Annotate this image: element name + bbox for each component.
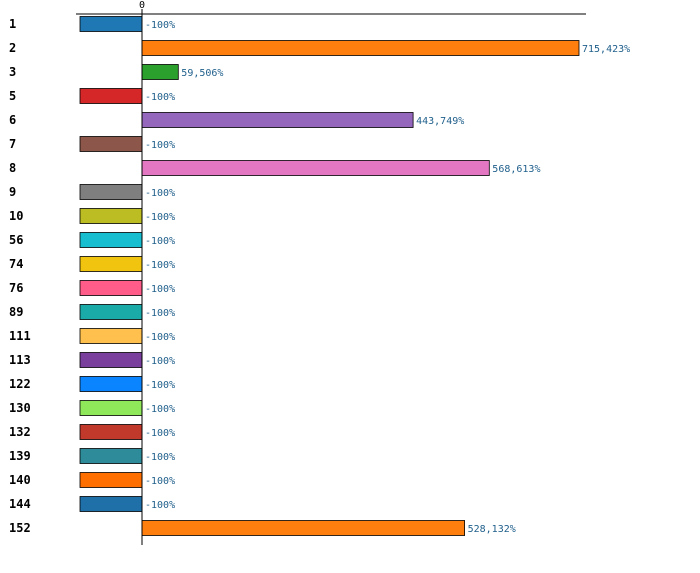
value-label-139: -100% bbox=[145, 452, 175, 463]
category-label-7: 7 bbox=[9, 137, 16, 151]
category-label-89: 89 bbox=[9, 305, 23, 319]
bar-5 bbox=[79, 88, 143, 104]
category-label-113: 113 bbox=[9, 353, 31, 367]
category-label-152: 152 bbox=[9, 521, 31, 535]
value-label-5: -100% bbox=[145, 92, 175, 103]
labels-layer: 1 -100% 2 715,423% 3 59,506% 5 -100% 6 443,749% 7 -… bbox=[9, 17, 630, 535]
value-label-8: 568,613% bbox=[492, 164, 540, 175]
bar-144 bbox=[79, 496, 143, 512]
bar-130 bbox=[79, 400, 143, 416]
category-label-5: 5 bbox=[9, 89, 16, 103]
value-label-152: 528,132% bbox=[468, 524, 516, 535]
bar-140 bbox=[79, 472, 143, 488]
category-label-3: 3 bbox=[9, 65, 16, 79]
category-label-56: 56 bbox=[9, 233, 23, 247]
value-label-6: 443,749% bbox=[416, 116, 464, 127]
value-label-144: -100% bbox=[145, 500, 175, 511]
bar-139 bbox=[79, 448, 143, 464]
category-label-76: 76 bbox=[9, 281, 23, 295]
bar-2 bbox=[141, 40, 580, 56]
value-label-132: -100% bbox=[145, 428, 175, 439]
category-label-9: 9 bbox=[9, 185, 16, 199]
category-label-140: 140 bbox=[9, 473, 31, 487]
bar-10 bbox=[79, 208, 143, 224]
value-label-89: -100% bbox=[145, 308, 175, 319]
category-label-10: 10 bbox=[9, 209, 23, 223]
category-label-122: 122 bbox=[9, 377, 31, 391]
bar-122 bbox=[79, 376, 143, 392]
value-label-122: -100% bbox=[145, 380, 175, 391]
category-label-132: 132 bbox=[9, 425, 31, 439]
bar-111 bbox=[79, 328, 143, 344]
bar-132 bbox=[79, 424, 143, 440]
bars-layer bbox=[79, 16, 580, 536]
category-label-6: 6 bbox=[9, 113, 16, 127]
value-label-76: -100% bbox=[145, 284, 175, 295]
category-label-111: 111 bbox=[9, 329, 31, 343]
category-label-130: 130 bbox=[9, 401, 31, 415]
bar-9 bbox=[79, 184, 143, 200]
value-label-7: -100% bbox=[145, 140, 175, 151]
value-label-3: 59,506% bbox=[181, 68, 223, 79]
value-label-130: -100% bbox=[145, 404, 175, 415]
value-label-10: -100% bbox=[145, 212, 175, 223]
category-label-2: 2 bbox=[9, 41, 16, 55]
bar-152 bbox=[141, 520, 466, 536]
bar-6 bbox=[141, 112, 414, 128]
value-label-113: -100% bbox=[145, 356, 175, 367]
bar-56 bbox=[79, 232, 143, 248]
category-label-139: 139 bbox=[9, 449, 31, 463]
bar-1 bbox=[79, 16, 143, 32]
value-label-111: -100% bbox=[145, 332, 175, 343]
bar-74 bbox=[79, 256, 143, 272]
bar-76 bbox=[79, 280, 143, 296]
bar-113 bbox=[79, 352, 143, 368]
value-label-74: -100% bbox=[145, 260, 175, 271]
bar-7 bbox=[79, 136, 143, 152]
value-label-2: 715,423% bbox=[582, 44, 630, 55]
bar-89 bbox=[79, 304, 143, 320]
value-label-56: -100% bbox=[145, 236, 175, 247]
value-label-1: -100% bbox=[145, 20, 175, 31]
category-label-1: 1 bbox=[9, 17, 16, 31]
x-tick-label-zero: 0 bbox=[139, 0, 145, 11]
category-label-74: 74 bbox=[9, 257, 23, 271]
bar-8 bbox=[141, 160, 490, 176]
value-label-9: -100% bbox=[145, 188, 175, 199]
category-label-8: 8 bbox=[9, 161, 16, 175]
bar-3 bbox=[141, 64, 179, 80]
value-label-140: -100% bbox=[145, 476, 175, 487]
category-label-144: 144 bbox=[9, 497, 31, 511]
